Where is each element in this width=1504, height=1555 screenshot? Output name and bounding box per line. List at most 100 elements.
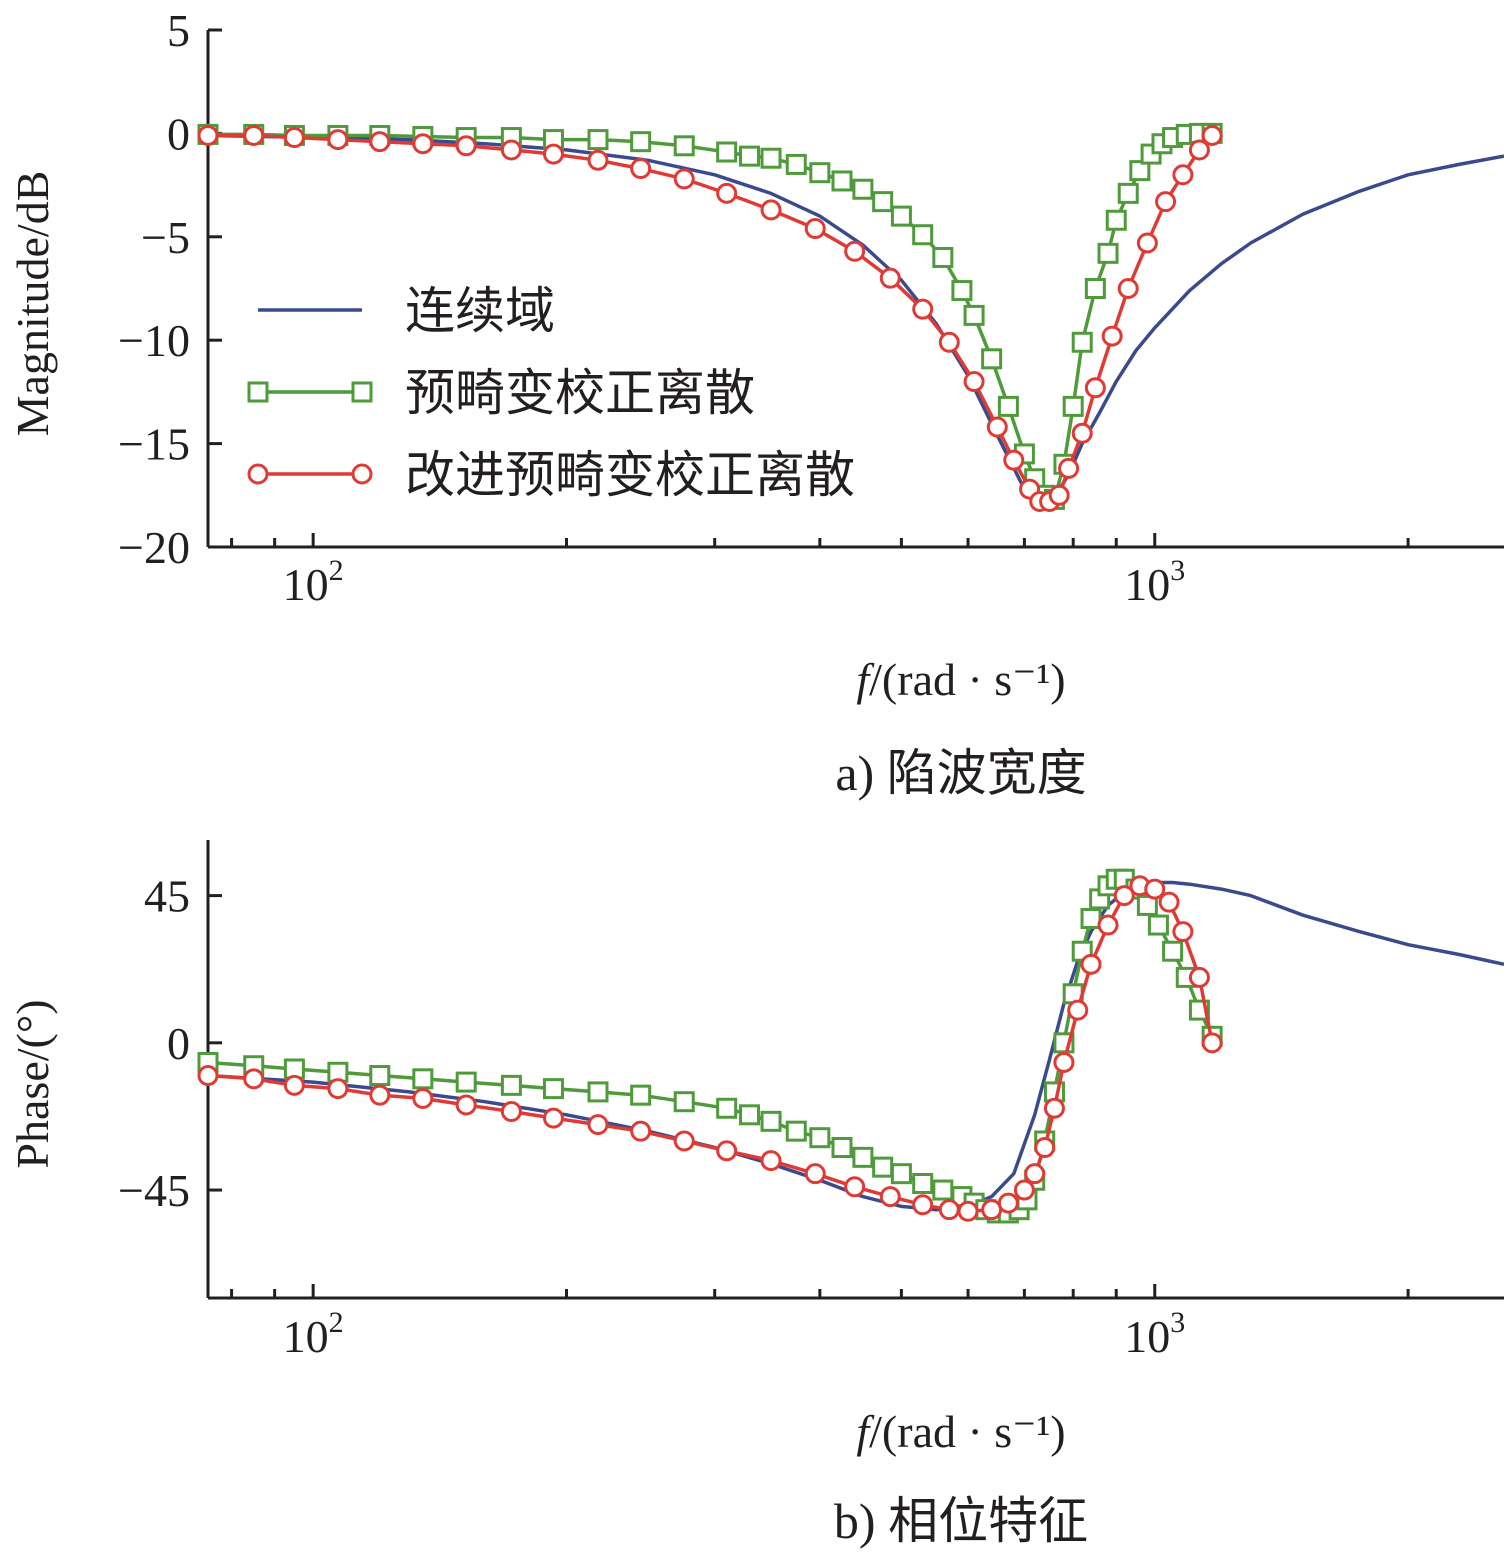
circle-marker — [369, 131, 391, 153]
x-tick-base: 10 — [1124, 559, 1170, 610]
circle-marker — [283, 127, 305, 149]
square-marker — [760, 1110, 782, 1132]
y-tick-label: −15 — [118, 419, 190, 470]
circle-marker — [1013, 1179, 1035, 1201]
legend-square-marker — [351, 381, 373, 403]
square-marker — [981, 348, 1003, 370]
x-axis-title-units: /(rad · s⁻¹) — [869, 654, 1065, 705]
legend-label: 改进预畸变校正离散 — [405, 446, 855, 504]
square-marker — [785, 1120, 807, 1142]
square-marker — [890, 205, 912, 227]
series-2 — [197, 875, 1223, 1222]
x-tick-label: 102 — [283, 1306, 344, 1362]
square-marker — [872, 1156, 894, 1178]
y-tick-label: −10 — [118, 315, 190, 366]
square-marker — [542, 1078, 564, 1100]
circle-marker — [804, 1163, 826, 1185]
legend-label: 连续域 — [405, 282, 555, 340]
square-marker — [951, 280, 973, 302]
circle-marker — [879, 1186, 901, 1208]
circle-marker — [542, 143, 564, 165]
circle-marker — [542, 1107, 564, 1129]
square-marker — [716, 1097, 738, 1119]
square-marker — [500, 1074, 522, 1096]
circle-marker — [197, 1065, 219, 1087]
square-marker — [1105, 209, 1127, 231]
circle-marker — [1188, 139, 1210, 161]
square-marker — [1162, 940, 1184, 962]
circle-marker — [1117, 278, 1139, 299]
square-marker — [1147, 914, 1169, 936]
square-marker — [630, 131, 652, 153]
x-tick-exponent: 3 — [1170, 554, 1185, 587]
square-marker — [785, 153, 807, 175]
circle-marker — [1003, 449, 1025, 471]
square-marker — [852, 1146, 874, 1168]
circle-marker — [327, 129, 349, 151]
legend-item: 连续域 — [258, 282, 555, 340]
circle-marker — [912, 298, 934, 320]
circle-marker — [412, 1087, 434, 1109]
square-marker — [852, 178, 874, 200]
square-marker — [739, 145, 761, 167]
panel-caption: b) 相位特征 — [834, 1493, 1088, 1549]
square-marker — [1062, 395, 1084, 417]
x-tick-exponent: 3 — [1170, 1306, 1185, 1339]
x-tick-label: 103 — [1124, 554, 1185, 610]
circle-marker — [986, 416, 1008, 438]
square-marker — [1097, 242, 1119, 264]
circle-marker — [673, 1130, 695, 1152]
square-marker — [932, 246, 954, 268]
circle-marker — [1067, 999, 1089, 1021]
x-tick-base: 10 — [1124, 1311, 1170, 1362]
circle-marker — [455, 135, 477, 157]
x-axis-title: f/(rad · s⁻¹) — [856, 654, 1065, 705]
circle-marker — [1034, 1137, 1056, 1159]
x-tick-label: 103 — [1124, 1306, 1185, 1362]
circle-marker — [1136, 232, 1158, 254]
circle-marker — [1097, 914, 1119, 936]
circle-marker — [1043, 1097, 1065, 1119]
square-marker — [831, 170, 853, 192]
square-marker — [369, 1065, 391, 1087]
x-axis-title-units: /(rad · s⁻¹) — [869, 1406, 1065, 1457]
square-marker — [716, 141, 738, 163]
square-marker — [963, 304, 985, 326]
square-marker — [1071, 331, 1093, 353]
y-axis-title: Magnitude/dB — [7, 171, 58, 437]
circle-marker — [369, 1084, 391, 1106]
circle-marker — [760, 199, 782, 221]
square-marker — [455, 1071, 477, 1093]
legend-label: 预畸变校正离散 — [405, 364, 755, 422]
legend-circle-marker — [247, 463, 269, 485]
circle-marker — [1158, 891, 1180, 913]
circle-marker — [197, 124, 219, 146]
circle-marker — [879, 267, 901, 289]
circle-marker — [760, 1150, 782, 1172]
circle-marker — [1172, 164, 1194, 186]
circle-marker — [243, 124, 265, 146]
square-marker — [587, 1081, 609, 1103]
square-marker — [1129, 160, 1151, 182]
circle-marker — [938, 1199, 960, 1221]
x-tick-exponent: 2 — [329, 1306, 344, 1339]
circle-marker — [283, 1074, 305, 1096]
circle-marker — [1058, 457, 1080, 479]
square-marker — [831, 1137, 853, 1159]
circle-marker — [630, 158, 652, 180]
square-marker — [932, 1179, 954, 1201]
square-marker — [1117, 182, 1139, 204]
circle-marker — [844, 1176, 866, 1198]
circle-marker — [912, 1194, 934, 1216]
circle-marker — [963, 371, 985, 393]
circle-marker — [1053, 1051, 1075, 1073]
square-marker — [739, 1104, 761, 1126]
circle-marker — [1188, 966, 1210, 988]
legend-item: 改进预畸变校正离散 — [247, 446, 855, 504]
square-marker — [1080, 908, 1102, 930]
square-marker — [912, 224, 934, 246]
y-tick-label: 45 — [144, 871, 190, 922]
square-marker — [673, 135, 695, 157]
circle-marker — [412, 133, 434, 155]
